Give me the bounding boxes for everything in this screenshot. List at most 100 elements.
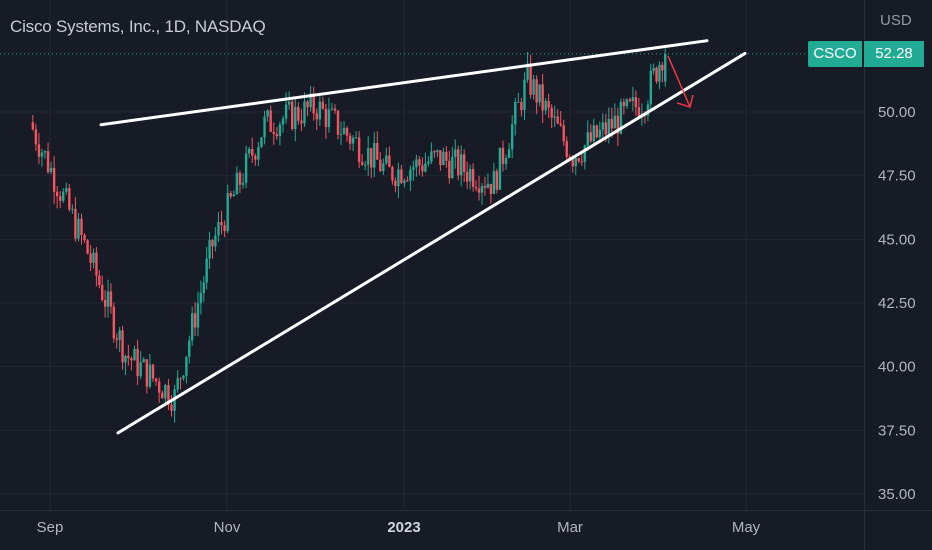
candle-body [208, 239, 211, 259]
last-price-badge: 52.28 [864, 41, 924, 67]
candle-body [130, 358, 133, 361]
candle-body [65, 188, 68, 192]
candle-body [652, 67, 655, 71]
candle-body [34, 129, 38, 145]
candle-body [49, 168, 53, 172]
candle-body [388, 155, 391, 168]
candle-body [238, 172, 242, 185]
candle-body [547, 100, 550, 108]
candle-body [300, 120, 303, 124]
candle-body [232, 194, 236, 197]
candle-body [595, 125, 599, 138]
candle-body [433, 151, 436, 153]
candle-body [577, 158, 580, 162]
candle-body [59, 196, 62, 201]
candle-body [202, 282, 205, 293]
candle-body [658, 64, 661, 82]
candle-body [161, 392, 164, 399]
candle-body [424, 163, 427, 172]
candle-body [492, 171, 496, 195]
candle-body [260, 137, 263, 148]
candle-body [412, 167, 415, 170]
y-tick-label: 35.00 [878, 486, 916, 503]
candle-body [235, 172, 239, 195]
candle-body [263, 116, 266, 138]
candle-body [526, 63, 529, 80]
candle-body [190, 313, 194, 341]
candle-body [445, 151, 448, 161]
candle-body [318, 101, 322, 120]
candle-body [312, 93, 315, 114]
candle-body [661, 64, 664, 71]
candle-body [550, 107, 553, 118]
candle-body [294, 106, 297, 129]
candle-body [514, 101, 517, 125]
symbol-badge[interactable]: CSCO [808, 41, 862, 67]
candle-body [74, 208, 77, 239]
candle-body [136, 348, 139, 377]
candle-body [52, 168, 56, 192]
candle-body [468, 168, 472, 182]
candle-body [583, 145, 586, 162]
candle-body [354, 137, 358, 139]
candle-body [415, 159, 418, 168]
candle-body [571, 158, 574, 167]
candle-body [622, 101, 626, 107]
candle-body [37, 144, 41, 157]
candle-body [80, 218, 83, 235]
candle-body [257, 147, 260, 160]
candle-body [55, 191, 59, 197]
candle-body [306, 101, 309, 108]
candle-body [610, 118, 614, 129]
arrow-shaft[interactable] [667, 55, 691, 108]
candle-body [631, 97, 635, 102]
candle-body [281, 118, 285, 125]
candle-body [106, 291, 110, 307]
candle-body [427, 161, 430, 164]
candle-body [330, 108, 334, 110]
candle-body [495, 171, 499, 190]
candle-body [170, 404, 173, 411]
candle-body [474, 186, 478, 189]
y-tick-label: 37.50 [878, 422, 916, 439]
candle-body [462, 154, 466, 173]
candle-body [68, 188, 71, 210]
candle-body [31, 122, 35, 130]
candle-body [498, 147, 502, 190]
candle-body [601, 122, 605, 130]
candle-body [360, 162, 364, 165]
candle-body [139, 362, 142, 377]
grid [0, 0, 864, 510]
candle-body [342, 127, 346, 135]
candle-body [154, 378, 158, 382]
candle-body [151, 364, 155, 379]
candle-body [586, 132, 589, 146]
candle-body [477, 188, 481, 193]
candle-body [436, 150, 439, 153]
candle-body [133, 348, 136, 361]
candle-body [589, 132, 592, 142]
trendline[interactable] [116, 51, 747, 435]
candle-body [217, 222, 220, 236]
trendline[interactable] [99, 39, 709, 127]
candle-body [529, 63, 532, 95]
candle-body [244, 153, 248, 183]
candles [31, 48, 667, 423]
candle-body [454, 149, 457, 157]
candle-body [535, 79, 538, 103]
candle-body [101, 285, 104, 300]
candle-body [272, 131, 275, 134]
candle-body [351, 137, 355, 144]
candle-body [634, 97, 638, 108]
candle-body [327, 109, 331, 128]
candle-body [637, 107, 641, 118]
candle-body [251, 149, 254, 156]
x-tick-label: 2023 [387, 519, 420, 536]
candle-body [367, 148, 370, 165]
candle-body [471, 168, 475, 187]
y-tick-label: 40.00 [878, 359, 916, 376]
candle-body [297, 106, 300, 121]
candle-body [333, 108, 337, 111]
candle-body [247, 149, 251, 154]
